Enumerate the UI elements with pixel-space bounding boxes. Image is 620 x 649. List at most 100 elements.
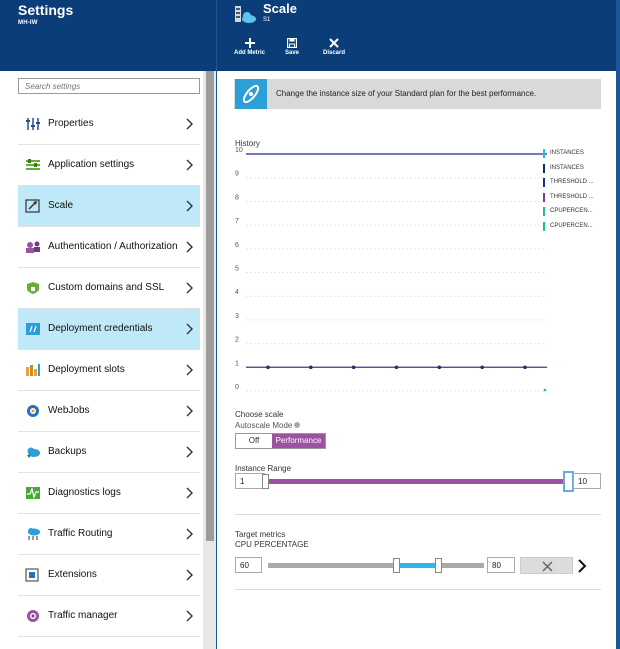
settings-blade: Settings MH-IW Properties Application set… xyxy=(0,0,216,649)
traffic-manager-icon xyxy=(25,609,41,623)
scale-subtitle: S1 xyxy=(263,17,271,23)
close-icon xyxy=(542,561,553,572)
settings-item-scale[interactable]: Scale xyxy=(18,186,200,227)
instance-max-input[interactable]: 10 xyxy=(573,473,601,489)
settings-item-label: Traffic Routing xyxy=(48,528,113,539)
portal-edge xyxy=(616,0,620,649)
section-divider xyxy=(235,514,601,515)
legend-item[interactable]: INSTANCES xyxy=(543,149,584,158)
save-icon xyxy=(287,38,297,48)
y-tick-label: 8 xyxy=(235,194,239,201)
metric-range-track[interactable] xyxy=(268,563,484,568)
metric-range-max-handle[interactable] xyxy=(435,558,442,573)
history-chart: 0 1 2 3 4 5 6 7 8 9 10 xyxy=(235,147,547,392)
instance-range-track[interactable] xyxy=(265,479,567,484)
settings-item-label: Scale xyxy=(48,200,74,211)
data-point xyxy=(543,388,547,392)
data-point xyxy=(266,365,270,370)
settings-item-diagnostics[interactable]: Diagnostics logs xyxy=(18,473,200,514)
settings-item-label: Deployment credentials xyxy=(48,323,153,334)
settings-item-traffic-manager[interactable]: Traffic manager xyxy=(18,596,200,637)
chevron-right-icon xyxy=(186,569,193,581)
y-tick-label: 4 xyxy=(235,289,239,296)
discard-label: Discard xyxy=(323,50,346,56)
save-label: Save xyxy=(285,50,300,56)
metric-min-input[interactable]: 60 xyxy=(235,557,262,573)
scale-blade: Scale S1 Add Metric Save Discard xyxy=(216,0,617,649)
autoscale-mode-text: Autoscale Mode xyxy=(235,421,293,430)
settings-item-app-settings[interactable]: Application settings xyxy=(18,145,200,186)
add-metric-button[interactable]: Add Metric xyxy=(234,38,265,56)
ssl-icon xyxy=(25,281,41,295)
blade-bottom xyxy=(217,643,617,649)
settings-scrollbar-thumb[interactable] xyxy=(206,71,214,541)
chevron-right-icon xyxy=(186,364,193,376)
instance-range-min-handle[interactable] xyxy=(262,474,269,489)
chevron-right-icon xyxy=(186,528,193,540)
toggle-performance-option[interactable]: Performance xyxy=(272,434,325,448)
chevron-right-icon xyxy=(186,610,193,622)
chevron-right-icon xyxy=(186,159,193,171)
save-button[interactable]: Save xyxy=(285,38,299,56)
instance-min-input[interactable]: 1 xyxy=(235,473,265,489)
section-divider xyxy=(235,589,601,590)
y-tick-label: 6 xyxy=(235,242,239,249)
settings-item-ssl[interactable]: Custom domains and SSL xyxy=(18,268,200,309)
legend-item[interactable]: CPUPERCEN... xyxy=(543,207,593,216)
settings-item-label: WebJobs xyxy=(48,405,90,416)
settings-item-traffic-routing[interactable]: Traffic Routing xyxy=(18,514,200,555)
legend-item[interactable]: THRESHOLD ... xyxy=(543,178,594,187)
scale-header: Scale S1 Add Metric Save Discard xyxy=(217,0,617,71)
legend-item[interactable]: CPUPERCEN... xyxy=(543,221,593,231)
info-banner: Change the instance size of your Standar… xyxy=(234,79,601,109)
delete-metric-button[interactable] xyxy=(520,557,573,574)
autoscale-mode-toggle[interactable]: Off Performance xyxy=(235,433,326,449)
y-tick-label: 5 xyxy=(235,266,239,273)
settings-subtitle: MH-IW xyxy=(18,20,38,26)
y-tick-label: 10 xyxy=(235,147,243,154)
settings-item-label: Authentication / Authorization xyxy=(48,241,178,252)
properties-icon xyxy=(25,117,41,131)
settings-item-credentials[interactable]: Deployment credentials xyxy=(18,309,200,350)
settings-item-webjobs[interactable]: WebJobs xyxy=(18,391,200,432)
info-text: Change the instance size of your Standar… xyxy=(276,89,537,98)
y-tick-label: 3 xyxy=(235,313,239,320)
settings-item-slots[interactable]: Deployment slots xyxy=(18,350,200,391)
chevron-right-icon xyxy=(186,446,193,458)
settings-item-auth[interactable]: Authentication / Authorization xyxy=(18,227,200,268)
autoscale-mode-label: Autoscale Mode xyxy=(235,421,301,430)
settings-item-label: Traffic manager xyxy=(48,610,118,621)
legend-item[interactable]: INSTANCES xyxy=(543,163,584,173)
chevron-right-icon xyxy=(186,241,193,253)
chevron-right-icon[interactable] xyxy=(576,558,588,574)
settings-item-label: Deployment slots xyxy=(48,364,125,375)
search-settings-input[interactable] xyxy=(18,78,200,94)
data-point xyxy=(309,365,313,370)
settings-item-label: Properties xyxy=(48,118,94,129)
settings-title: Settings xyxy=(18,2,74,18)
choose-scale-label: Choose scale xyxy=(235,410,284,419)
slots-icon xyxy=(25,363,41,377)
settings-header: Settings MH-IW xyxy=(0,0,216,71)
settings-item-label: Extensions xyxy=(48,569,97,580)
metric-range-min-handle[interactable] xyxy=(393,558,400,573)
chevron-right-icon xyxy=(186,405,193,417)
y-tick-label: 2 xyxy=(235,337,239,344)
settings-item-properties[interactable]: Properties xyxy=(18,104,200,145)
toggle-off-option[interactable]: Off xyxy=(236,434,272,448)
discard-button[interactable]: Discard xyxy=(323,38,345,56)
y-tick-label: 9 xyxy=(235,171,239,178)
diagnostics-icon xyxy=(25,486,41,500)
settings-item-label: Backups xyxy=(48,446,87,457)
auth-icon xyxy=(25,240,41,254)
settings-item-extensions[interactable]: Extensions xyxy=(18,555,200,596)
instance-range-label: Instance Range xyxy=(235,464,292,473)
info-icon[interactable] xyxy=(294,422,301,428)
scale-title: Scale xyxy=(263,1,297,16)
settings-item-backups[interactable]: Backups xyxy=(18,432,200,473)
data-point xyxy=(437,365,442,370)
plus-icon xyxy=(244,38,255,48)
settings-item-label: Diagnostics logs xyxy=(48,487,121,498)
metric-max-input[interactable]: 80 xyxy=(487,557,515,573)
legend-item[interactable]: THRESHOLD ... xyxy=(543,192,594,202)
